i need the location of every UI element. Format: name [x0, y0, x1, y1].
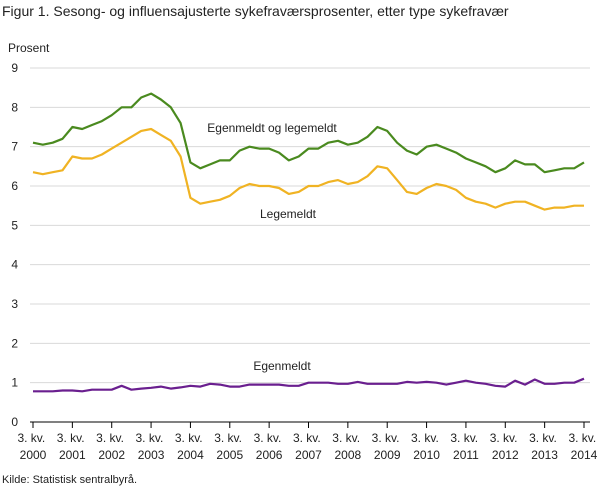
x-tick-label: 3. kv. 2004	[175, 431, 206, 462]
series-label: Legemeldt	[260, 207, 317, 221]
y-tick-label: 0	[11, 415, 18, 429]
x-tick-label: 3. kv. 2003	[136, 431, 167, 462]
y-axis-label: Prosent	[8, 41, 50, 55]
x-tick-label: 3. kv. 2006	[254, 431, 285, 462]
y-tick-label: 3	[11, 297, 18, 311]
y-tick-label: 2	[11, 336, 18, 350]
x-tick-label: 3. kv. 2014	[568, 431, 599, 462]
x-tick-label: 3. kv. 2010	[411, 431, 442, 462]
series-line	[32, 92, 585, 174]
y-tick-label: 5	[11, 218, 18, 232]
y-tick-label: 7	[11, 140, 18, 154]
y-tick-label: 1	[11, 376, 18, 390]
y-tick-label: 9	[11, 61, 18, 75]
x-tick-label: 3. kv. 2000	[17, 431, 48, 462]
source: Kilde: Statistisk sentralbyrå.	[2, 474, 137, 486]
series-line	[32, 127, 584, 211]
y-tick-label: 4	[11, 258, 18, 272]
y-tick-label: 6	[11, 179, 18, 193]
x-tick-label: 3. kv. 2011	[450, 431, 481, 462]
series-label: Egenmeldt	[253, 359, 311, 373]
series-label: Egenmeldt og legemeldt	[207, 121, 337, 135]
x-tick-label: 3. kv. 2007	[293, 431, 324, 462]
x-tick-label: 3. kv. 2001	[57, 431, 88, 462]
x-tick-label: 3. kv. 2012	[490, 431, 521, 462]
x-tick-label: 3. kv. 2002	[96, 431, 127, 462]
x-tick-label: 3. kv. 2005	[214, 431, 245, 462]
x-tick-label: 3. kv. 2009	[372, 431, 403, 462]
series-line	[33, 377, 585, 393]
x-tick-label: 3. kv. 2013	[529, 431, 560, 462]
x-tick-label: 3. kv. 2008	[332, 431, 363, 462]
chart-title: Figur 1. Sesong- og influensajusterte sy…	[2, 3, 509, 19]
y-tick-label: 8	[11, 100, 18, 114]
